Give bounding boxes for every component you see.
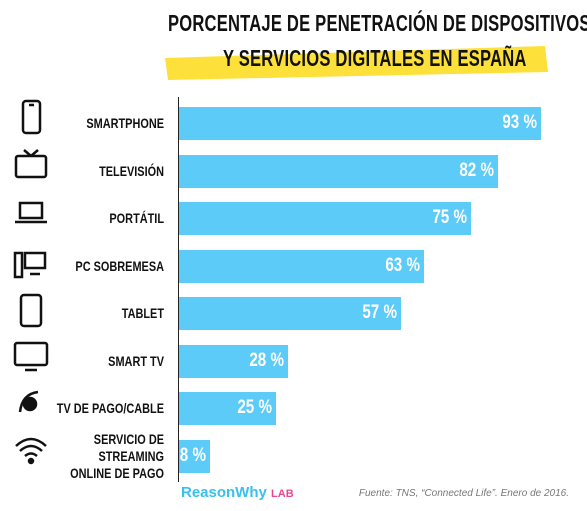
category-label: TV DE PAGO/CABLE [56,400,164,416]
brand-name: ReasonWhy [181,484,267,501]
value-label: 93 % [502,112,537,133]
category-label: PC SOBREMESA [75,257,164,274]
value-label: 8 % [179,444,207,466]
brand: ReasonWhy LAB [181,484,294,501]
title-highlight [165,46,548,80]
value-label: 25 % [237,397,273,418]
brand-suffix: LAB [271,488,294,500]
category-label: SERVICIO DE STREAMING ONLINE DE PAGO [70,430,164,481]
category-label: TABLET [121,305,164,321]
category-label: PORTÁTIL [109,210,164,226]
value-label: 57 % [362,302,397,323]
bar [179,392,277,425]
title-line: PORCENTAJE DE PENETRACIÓN DE DISPOSITIVO… [168,10,587,36]
bar [179,344,288,378]
category-label: SMARTPHONE [86,115,164,131]
bar [179,249,425,283]
value-label: 75 % [432,207,467,228]
title-line: Y SERVICIOS DIGITALES EN ESPAÑA [223,45,527,71]
value-label: 28 % [249,349,284,371]
bar [179,297,401,330]
value-label: 82 % [459,159,494,181]
source: Fuente: TNS, “Connected Life”. Enero de … [358,488,569,499]
bar [179,107,541,140]
bar [179,154,498,188]
category-label: TELEVISIÓN [99,162,164,179]
value-label: 63 % [385,254,421,276]
category-label: SMART TV [108,352,164,369]
bar [179,202,471,235]
icons [13,99,49,465]
bar [179,439,211,473]
